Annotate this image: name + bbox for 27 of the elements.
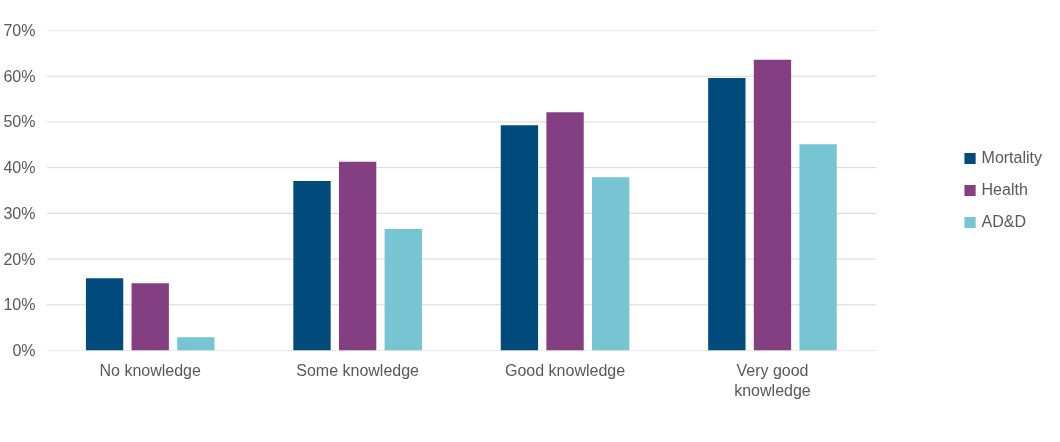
bar: [500, 125, 539, 351]
bar: [753, 59, 792, 351]
bar: [799, 144, 837, 351]
x-tick-label: Some knowledge: [296, 361, 420, 379]
y-tick-label: 10%: [3, 296, 36, 314]
y-tick-label: 40%: [3, 159, 36, 177]
x-tick-label: No knowledge: [99, 361, 202, 379]
legend-label: Mortality: [981, 149, 1042, 167]
bar: [546, 112, 584, 351]
bar: [85, 278, 124, 351]
y-tick-label: 50%: [3, 113, 36, 131]
bar: [177, 337, 215, 351]
y-tick-label: 60%: [3, 67, 36, 85]
bar: [293, 180, 331, 351]
y-tick-label: 0%: [12, 342, 36, 359]
y-tick-label: 30%: [3, 204, 36, 222]
legend-label: Health: [981, 181, 1028, 199]
x-tick-label: Good knowledge: [505, 361, 626, 379]
bar: [708, 78, 746, 351]
y-tick-label: 70%: [3, 22, 36, 39]
bar: [131, 283, 169, 351]
legend-label: AD&D: [981, 213, 1026, 231]
x-tick-label: Very good knowledge: [734, 361, 811, 399]
bar: [384, 228, 422, 351]
y-tick-label: 20%: [3, 250, 36, 268]
bar: [592, 177, 630, 351]
bar: [338, 161, 377, 351]
